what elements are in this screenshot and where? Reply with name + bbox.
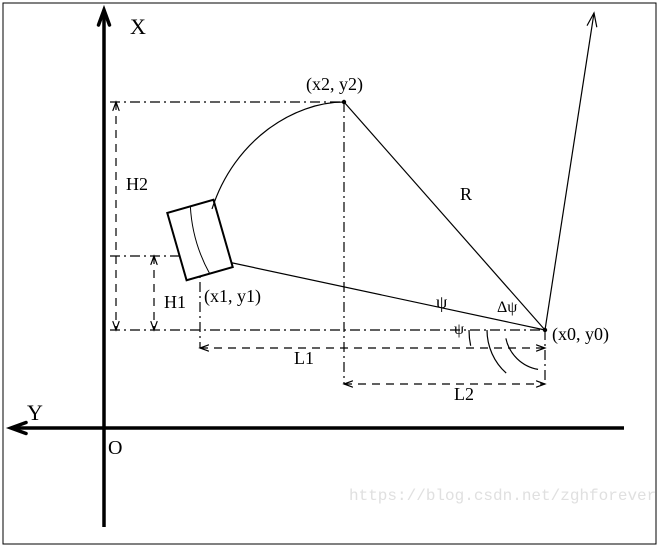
angle-psi2: [487, 330, 506, 373]
label-h1: H1: [164, 292, 186, 312]
label-p0: (x0, y0): [552, 324, 609, 345]
axis-label-x: X: [130, 14, 146, 39]
arc-p2-rect: [212, 102, 344, 209]
angle-psi1: [469, 330, 471, 346]
label-dpsi: Δψ: [497, 299, 517, 316]
watermark: https://blog.csdn.net/zghforever: [349, 487, 656, 505]
label-l1: L1: [294, 348, 314, 368]
pt-p2: [342, 100, 346, 104]
angle-dpsi: [506, 338, 538, 369]
label-psi1: ψ: [454, 321, 464, 338]
geometry-diagram: https://blog.csdn.net/zghforever X Y O (x0, …: [0, 0, 659, 547]
label-psi2: ψ: [436, 292, 448, 312]
axis-label-y: Y: [27, 400, 43, 425]
label-p2: (x2, y2): [306, 74, 363, 95]
pt-p0: [543, 328, 547, 332]
label-h2: H2: [126, 174, 148, 194]
label-l2: L2: [454, 384, 474, 404]
origin-label: O: [108, 437, 122, 459]
label-p1: (x1, y1): [204, 286, 261, 307]
label-r: R: [460, 184, 472, 204]
ray-p0: [545, 13, 594, 330]
block-rect: [167, 200, 232, 281]
